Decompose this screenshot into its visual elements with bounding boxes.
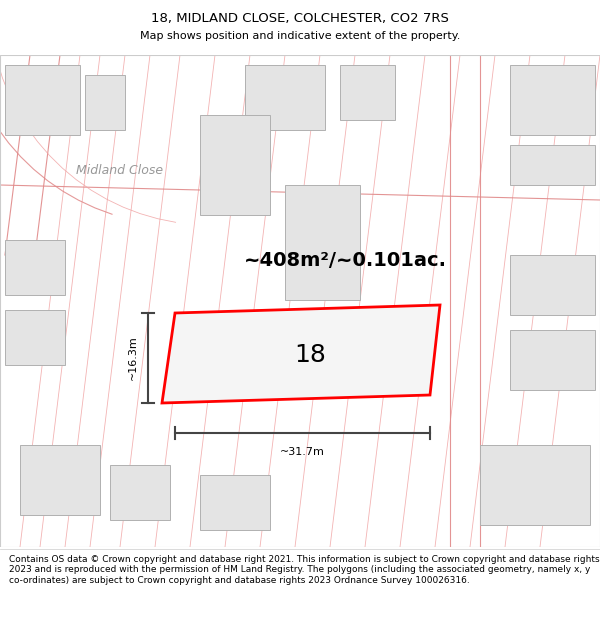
Bar — [510, 145, 595, 185]
Bar — [85, 75, 125, 130]
Bar — [5, 240, 65, 295]
Bar — [200, 475, 270, 530]
Text: ~16.3m: ~16.3m — [128, 336, 138, 381]
Bar — [5, 310, 65, 365]
Text: Contains OS data © Crown copyright and database right 2021. This information is : Contains OS data © Crown copyright and d… — [9, 555, 599, 584]
Text: Midland Close: Midland Close — [76, 164, 164, 176]
Bar — [510, 255, 595, 315]
Text: ~31.7m: ~31.7m — [280, 447, 325, 457]
Bar — [110, 465, 170, 520]
Bar — [510, 65, 595, 135]
Bar — [245, 65, 325, 130]
Polygon shape — [162, 305, 440, 403]
Bar — [20, 445, 100, 515]
Bar — [285, 185, 360, 300]
Text: ~408m²/~0.101ac.: ~408m²/~0.101ac. — [244, 251, 446, 269]
Text: 18, MIDLAND CLOSE, COLCHESTER, CO2 7RS: 18, MIDLAND CLOSE, COLCHESTER, CO2 7RS — [151, 12, 449, 25]
Text: 18: 18 — [294, 343, 326, 367]
Bar — [5, 65, 80, 135]
Bar — [480, 445, 590, 525]
Bar — [340, 65, 395, 120]
Text: Map shows position and indicative extent of the property.: Map shows position and indicative extent… — [140, 31, 460, 41]
Bar — [200, 115, 270, 215]
Bar — [510, 330, 595, 390]
